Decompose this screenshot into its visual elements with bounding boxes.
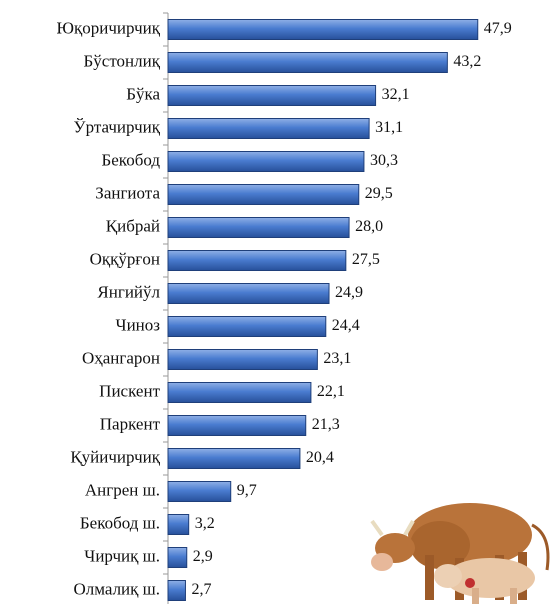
bar xyxy=(167,85,377,106)
value-label: 47,9 xyxy=(484,20,512,37)
value-label: 2,9 xyxy=(193,548,213,565)
bar xyxy=(167,19,479,40)
y-tick-label: Қуйичирчиқ xyxy=(70,447,160,466)
bar xyxy=(167,184,360,205)
y-tick-label: Оққўрғон xyxy=(90,249,160,268)
bar xyxy=(167,217,350,238)
value-label: 28,0 xyxy=(355,218,383,235)
value-label: 20,4 xyxy=(306,449,334,466)
y-tick-label: Оҳангарон xyxy=(82,348,160,367)
value-label: 30,3 xyxy=(370,152,398,169)
bar xyxy=(167,349,318,370)
y-tick-label: Пискент xyxy=(99,381,160,400)
y-tick-label: Қибрай xyxy=(106,216,160,235)
bar xyxy=(167,547,188,568)
value-label: 24,9 xyxy=(335,284,363,301)
bar xyxy=(167,52,448,73)
value-label: 31,1 xyxy=(375,119,403,136)
value-label: 2,7 xyxy=(191,581,211,598)
y-tick-label: Паркент xyxy=(100,414,161,433)
value-label: 29,5 xyxy=(365,185,393,202)
y-tick-label: Юқоричирчиқ xyxy=(57,18,161,37)
value-label: 9,7 xyxy=(237,482,257,499)
bar xyxy=(167,448,301,469)
y-tick-label: Чирчиқ ш. xyxy=(84,546,160,565)
bar xyxy=(167,514,190,535)
y-tick-label: Янгийўл xyxy=(97,282,160,301)
bar xyxy=(167,118,370,139)
y-tick-label: Бекобод xyxy=(101,150,160,169)
y-tick-label: Зангиота xyxy=(95,183,160,202)
cow-illustration xyxy=(370,503,550,604)
value-label: 22,1 xyxy=(317,383,345,400)
value-label: 32,1 xyxy=(382,86,410,103)
bar xyxy=(167,481,232,502)
y-tick-label: Ўртачирчиқ xyxy=(74,117,161,136)
bar xyxy=(167,415,307,436)
value-label: 21,3 xyxy=(312,416,340,433)
bar xyxy=(167,151,365,172)
y-tick-label: Бўстонлиқ xyxy=(84,51,161,70)
bar xyxy=(167,316,327,337)
value-label: 24,4 xyxy=(332,317,360,334)
y-tick-label: Бекобод ш. xyxy=(80,513,160,532)
bar xyxy=(167,382,312,403)
bar xyxy=(167,250,347,271)
value-label: 23,1 xyxy=(323,350,351,367)
y-tick-label: Олмалиқ ш. xyxy=(73,579,160,598)
bar xyxy=(167,580,186,601)
y-tick-label: Бўка xyxy=(126,84,160,103)
bar xyxy=(167,283,330,304)
value-label: 3,2 xyxy=(195,515,215,532)
value-label: 43,2 xyxy=(453,53,481,70)
y-tick-label: Чиноз xyxy=(116,315,161,334)
value-label: 27,5 xyxy=(352,251,380,268)
y-tick-label: Ангрен ш. xyxy=(85,480,160,499)
